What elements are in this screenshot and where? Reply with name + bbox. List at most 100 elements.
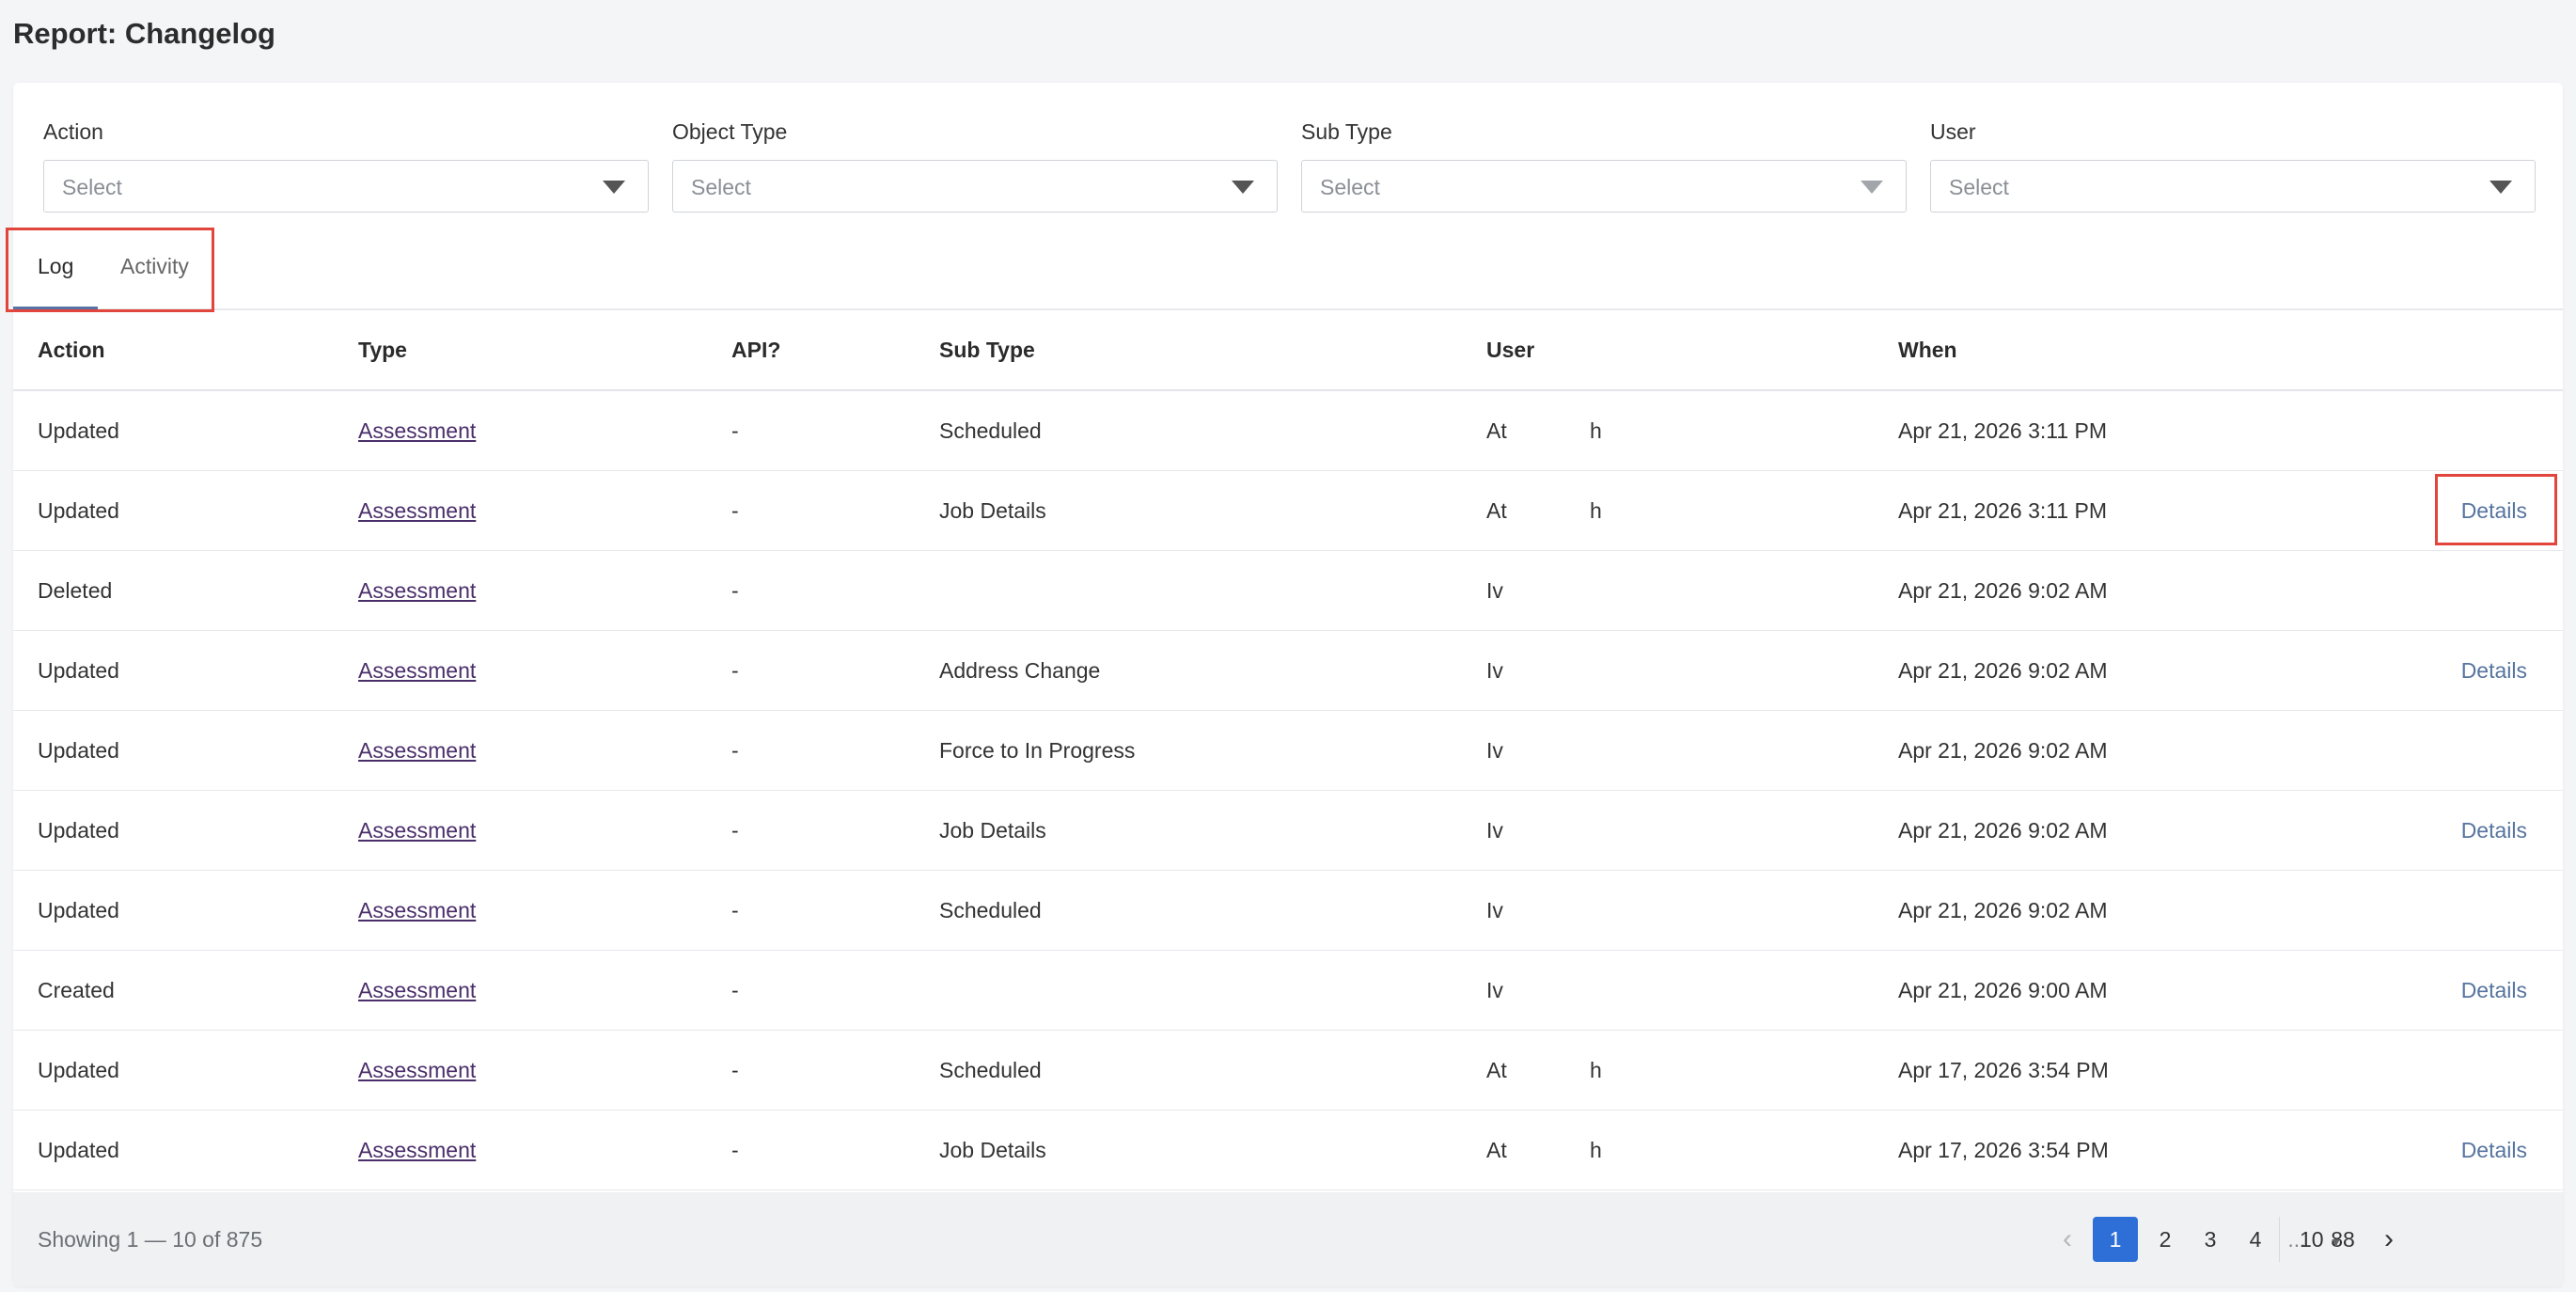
user-select[interactable]: Select — [1930, 160, 2536, 213]
page-button-1[interactable]: 1 — [2093, 1217, 2138, 1262]
cell-details — [2396, 550, 2563, 631]
cell-api: - — [731, 950, 939, 1031]
cell-action: Updated — [13, 1030, 358, 1111]
table-row: Created Assessment - Iv Apr 21, 2026 9:0… — [13, 950, 2563, 1031]
filter-action: Action Select — [43, 115, 649, 213]
cell-action: Updated — [13, 790, 358, 871]
cell-sub-type: Address Change — [939, 630, 1486, 711]
cell-type: Assessment — [358, 950, 731, 1031]
details-link[interactable]: Details — [2460, 977, 2527, 1002]
type-link[interactable]: Assessment — [358, 1137, 477, 1162]
user-name-start: At — [1486, 1057, 1507, 1082]
active-tab-indicator — [13, 307, 98, 310]
cell-action: Deleted — [13, 550, 358, 631]
cell-when: Apr 21, 2026 3:11 PM — [1898, 390, 2396, 471]
user-name-start: Iv — [1486, 817, 1503, 843]
cell-details: Details — [2396, 950, 2563, 1031]
user-name-start: At — [1486, 418, 1507, 443]
type-link[interactable]: Assessment — [358, 497, 477, 523]
filter-label: Sub Type — [1301, 119, 1392, 144]
cell-action: Updated — [13, 390, 358, 471]
type-link[interactable]: Assessment — [358, 657, 477, 683]
cell-user: At h — [1486, 1030, 1898, 1111]
user-name-end: h — [1590, 418, 1602, 443]
cell-api: - — [731, 470, 939, 551]
tab-bar: Log Activity — [13, 224, 2563, 393]
user-name-start: Iv — [1486, 657, 1503, 683]
type-link[interactable]: Assessment — [358, 577, 477, 603]
filter-sub-type: Sub Type Select — [1301, 115, 1907, 213]
header-type[interactable]: Type — [358, 310, 731, 391]
details-link[interactable]: Details — [2460, 817, 2527, 843]
table-row: Updated Assessment - Scheduled Iv Apr 21… — [13, 870, 2563, 951]
sub-type-select[interactable]: Select — [1301, 160, 1907, 213]
cell-sub-type: Job Details — [939, 790, 1486, 871]
cell-type: Assessment — [358, 710, 731, 791]
cell-details — [2396, 870, 2563, 951]
type-link[interactable]: Assessment — [358, 897, 477, 922]
header-sub-type[interactable]: Sub Type — [939, 310, 1486, 391]
details-link[interactable]: Details — [2460, 657, 2527, 683]
cell-when: Apr 17, 2026 3:54 PM — [1898, 1110, 2396, 1190]
cell-type: Assessment — [358, 1030, 731, 1111]
cell-when: Apr 21, 2026 9:02 AM — [1898, 550, 2396, 631]
cell-user: At h — [1486, 390, 1898, 471]
cell-sub-type: Job Details — [939, 470, 1486, 551]
user-name-start: At — [1486, 1137, 1507, 1162]
user-name-start: Iv — [1486, 897, 1503, 922]
showing-count: Showing 1 — 10 of 875 — [38, 1227, 263, 1252]
cell-user: Iv — [1486, 630, 1898, 711]
details-link[interactable]: Details — [2460, 497, 2527, 523]
chevron-left-icon[interactable]: ‹ — [2063, 1223, 2072, 1254]
type-link[interactable]: Assessment — [358, 1057, 477, 1082]
header-when[interactable]: When — [1898, 310, 2396, 391]
cell-details — [2396, 710, 2563, 791]
page-button-88[interactable]: 88 — [2331, 1227, 2355, 1252]
cell-details — [2396, 390, 2563, 471]
caret-down-icon — [603, 181, 625, 194]
type-link[interactable]: Assessment — [358, 977, 477, 1002]
page-button-2[interactable]: 2 — [2159, 1227, 2172, 1252]
action-select[interactable]: Select — [43, 160, 649, 213]
cell-api: - — [731, 1030, 939, 1111]
cell-type: Assessment — [358, 470, 731, 551]
header-action[interactable]: Action — [13, 310, 358, 391]
cell-user: Iv — [1486, 950, 1898, 1031]
header-api[interactable]: API? — [731, 310, 939, 391]
page-size-value: 10 — [2300, 1227, 2324, 1252]
user-name-end: h — [1590, 1137, 1602, 1162]
cell-details: Details — [2396, 790, 2563, 871]
page-button-3[interactable]: 3 — [2204, 1227, 2217, 1252]
tab-activity[interactable]: Activity — [120, 254, 189, 278]
pager-divider — [2279, 1217, 2280, 1262]
type-link[interactable]: Assessment — [358, 737, 477, 763]
filter-bar: Action Select Object Type Select Sub Typ… — [43, 115, 2550, 218]
page-size-select[interactable]: 10 ▼ — [2300, 1217, 2342, 1262]
table-footer: Showing 1 — 10 of 875 ‹ 1 2 3 4 ... 88 ›… — [13, 1192, 2563, 1286]
header-user[interactable]: User — [1486, 310, 1898, 391]
select-placeholder: Select — [1949, 175, 2009, 199]
type-link[interactable]: Assessment — [358, 418, 477, 443]
user-name-start: Iv — [1486, 577, 1503, 603]
cell-details — [2396, 1030, 2563, 1111]
cell-action: Updated — [13, 630, 358, 711]
page-button-4[interactable]: 4 — [2249, 1227, 2262, 1252]
header-details — [2396, 310, 2563, 391]
object-type-select[interactable]: Select — [672, 160, 1278, 213]
cell-api: - — [731, 870, 939, 951]
details-link[interactable]: Details — [2460, 1137, 2527, 1162]
cell-when: Apr 17, 2026 3:54 PM — [1898, 1030, 2396, 1111]
user-name-start: Iv — [1486, 737, 1503, 763]
cell-user: Iv — [1486, 790, 1898, 871]
chevron-right-icon[interactable]: › — [2384, 1223, 2394, 1254]
cell-action: Updated — [13, 1110, 358, 1190]
filter-label: User — [1930, 119, 1976, 144]
user-name-start: Iv — [1486, 977, 1503, 1002]
caret-down-icon — [2490, 181, 2512, 194]
page-ellipsis: ... — [2287, 1227, 2306, 1252]
table-row: Updated Assessment - Job Details At h Apr… — [13, 470, 2563, 551]
table-row: Deleted Assessment - Iv Apr 21, 2026 9:0… — [13, 550, 2563, 631]
tab-log[interactable]: Log — [38, 254, 74, 278]
filter-user: User Select — [1930, 115, 2536, 213]
type-link[interactable]: Assessment — [358, 817, 477, 843]
